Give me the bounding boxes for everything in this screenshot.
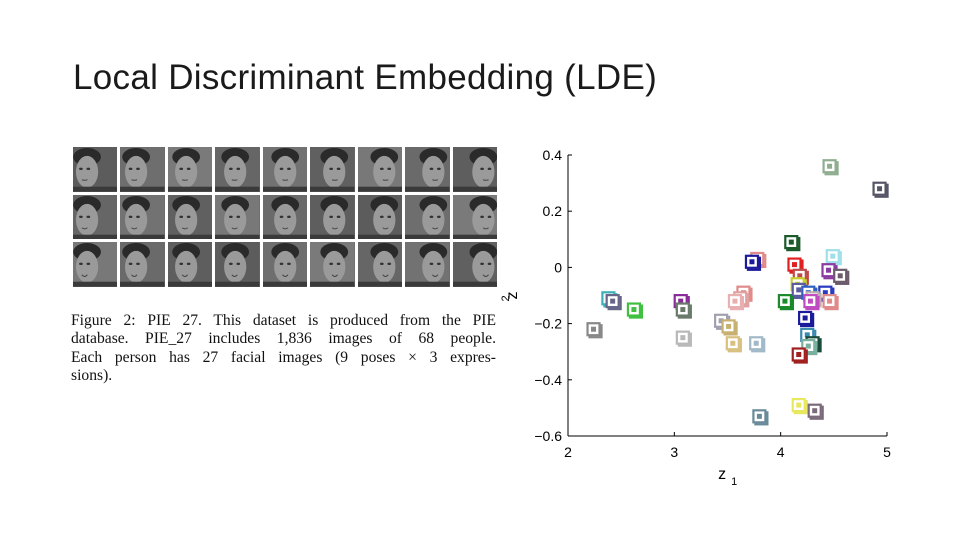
face-image [120, 242, 165, 287]
x-tick-label: 2 [564, 444, 572, 460]
data-point [807, 403, 824, 420]
face-image [215, 194, 260, 240]
y-axis-label-subscript: 2 [500, 295, 512, 301]
data-point [727, 294, 745, 311]
data-point [605, 294, 622, 311]
data-point [833, 268, 850, 285]
face-image [310, 242, 355, 287]
face-image [405, 242, 450, 287]
face-image [215, 147, 260, 192]
data-point [825, 249, 842, 266]
face-image [73, 147, 118, 192]
face-image [167, 242, 213, 287]
y-tick-label: 0.2 [543, 203, 563, 219]
x-tick-label: 5 [883, 444, 891, 460]
caption-line: Figure 2: PIE 27. This dataset is produc… [71, 312, 496, 329]
x-tick-label: 3 [670, 444, 678, 460]
face-image [452, 242, 497, 287]
face-image [405, 147, 450, 192]
face-image [262, 147, 308, 192]
data-point [791, 397, 808, 415]
caption-line: sions). [71, 367, 113, 385]
data-point [791, 347, 808, 364]
x-axis-label: z [718, 466, 726, 483]
data-point [798, 310, 815, 328]
face-image [357, 147, 403, 192]
face-image [452, 147, 497, 192]
face-image [73, 242, 118, 287]
data-point [822, 159, 839, 176]
data-point [752, 409, 769, 426]
data-point [725, 336, 742, 353]
slide-title: Local Discriminant Embedding (LDE) [73, 58, 658, 97]
y-tick-label: 0 [554, 259, 562, 275]
face-image [310, 194, 355, 240]
face-image [167, 194, 213, 240]
x-axis-label-subscript: 1 [731, 476, 737, 488]
caption-line: database. PIE_27 includes 1,836 images o… [71, 330, 496, 348]
face-image [167, 147, 213, 192]
face-image [215, 242, 260, 287]
data-point [749, 336, 766, 353]
data-point [675, 302, 692, 319]
data-point [586, 322, 603, 339]
face-image [262, 242, 308, 287]
y-tick-label: −0.4 [534, 372, 562, 388]
data-point [822, 294, 839, 311]
embedding-scatter-plot: 0.40.20−0.2−0.4−0.62 3 4 5z 1z2 [500, 147, 891, 488]
data-point [626, 302, 644, 319]
y-tick-label: −0.2 [534, 316, 562, 332]
data-point [675, 330, 692, 347]
face-image [310, 147, 355, 192]
data-point [721, 319, 738, 336]
caption-line: Each person has 27 facial images (9 pose… [71, 348, 496, 366]
data-point [872, 181, 889, 198]
figure-caption: Figure 2: PIE 27. This dataset is produc… [71, 312, 496, 386]
face-image [262, 194, 308, 240]
face-image [357, 194, 403, 240]
face-image [120, 147, 165, 192]
data-point [744, 254, 762, 271]
y-tick-label: −0.6 [534, 428, 562, 444]
data-point [803, 294, 820, 311]
y-tick-label: 0.4 [543, 147, 563, 163]
data-point [784, 235, 801, 252]
face-image [357, 242, 403, 287]
face-image-grid [73, 147, 497, 287]
face-image [405, 194, 450, 240]
face-image [73, 194, 118, 240]
face-image [452, 194, 497, 240]
y-axis-label: z [504, 292, 521, 300]
x-tick-label: 4 [777, 444, 785, 460]
data-point [777, 294, 795, 311]
face-image [120, 194, 165, 240]
